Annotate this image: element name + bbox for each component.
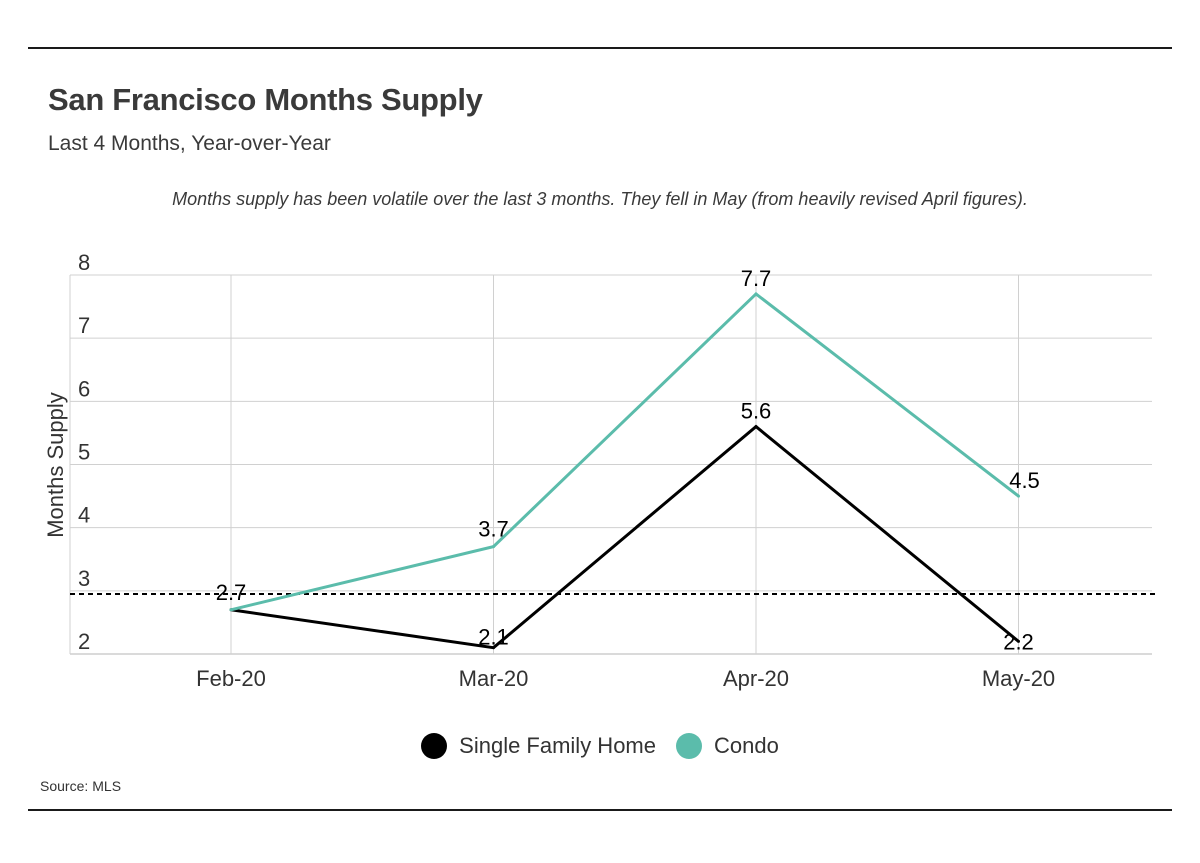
source-value: MLS [92,778,122,794]
legend-label: Single Family Home [459,733,656,758]
chart-title: San Francisco Months Supply [48,82,483,117]
data-label: 2.2 [1003,629,1034,654]
y-tick-label: 8 [78,250,90,275]
data-label: 7.7 [741,266,772,291]
chart-legend: Single Family Home Condo [0,733,1200,759]
bottom-rule [28,809,1172,811]
data-point [229,608,233,612]
data-point [492,545,495,549]
data-point [754,425,758,429]
chart-annotation: Months supply has been volatile over the… [172,189,1028,209]
y-tick-label: 4 [78,503,90,528]
series-line [230,291,1020,612]
x-tick-label: Apr-20 [723,666,789,691]
top-rule [28,47,1172,49]
source-note: Source: MLS [40,778,121,794]
y-tick-label: 5 [78,440,90,465]
x-tick-label: Mar-20 [459,666,529,691]
y-tick-label: 2 [78,629,90,654]
data-label: 3.7 [478,517,509,542]
chart-subtitle: Last 4 Months, Year-over-Year [48,132,331,155]
y-tick-label: 7 [78,313,90,338]
data-label: 5.6 [741,399,772,424]
legend-swatch [421,733,448,759]
series-line [230,424,1020,650]
y-tick-label: 3 [78,566,90,591]
legend-item: Single Family Home [421,733,656,759]
data-label: 2.7 [216,580,247,605]
y-axis-title: Months Supply [43,392,68,538]
data-label: 4.5 [1009,468,1040,493]
y-tick-label: 6 [78,376,90,401]
data-point [754,292,758,296]
data-point [1017,639,1020,643]
source-label: Source: [40,778,89,794]
legend-item: Condo [676,733,779,759]
x-tick-label: Feb-20 [196,666,266,691]
data-label: 2.1 [478,625,509,650]
data-point [1017,494,1020,498]
x-tick-label: May-20 [982,666,1055,691]
legend-label: Condo [714,733,779,758]
legend-swatch [676,733,702,759]
data-point [492,646,495,650]
